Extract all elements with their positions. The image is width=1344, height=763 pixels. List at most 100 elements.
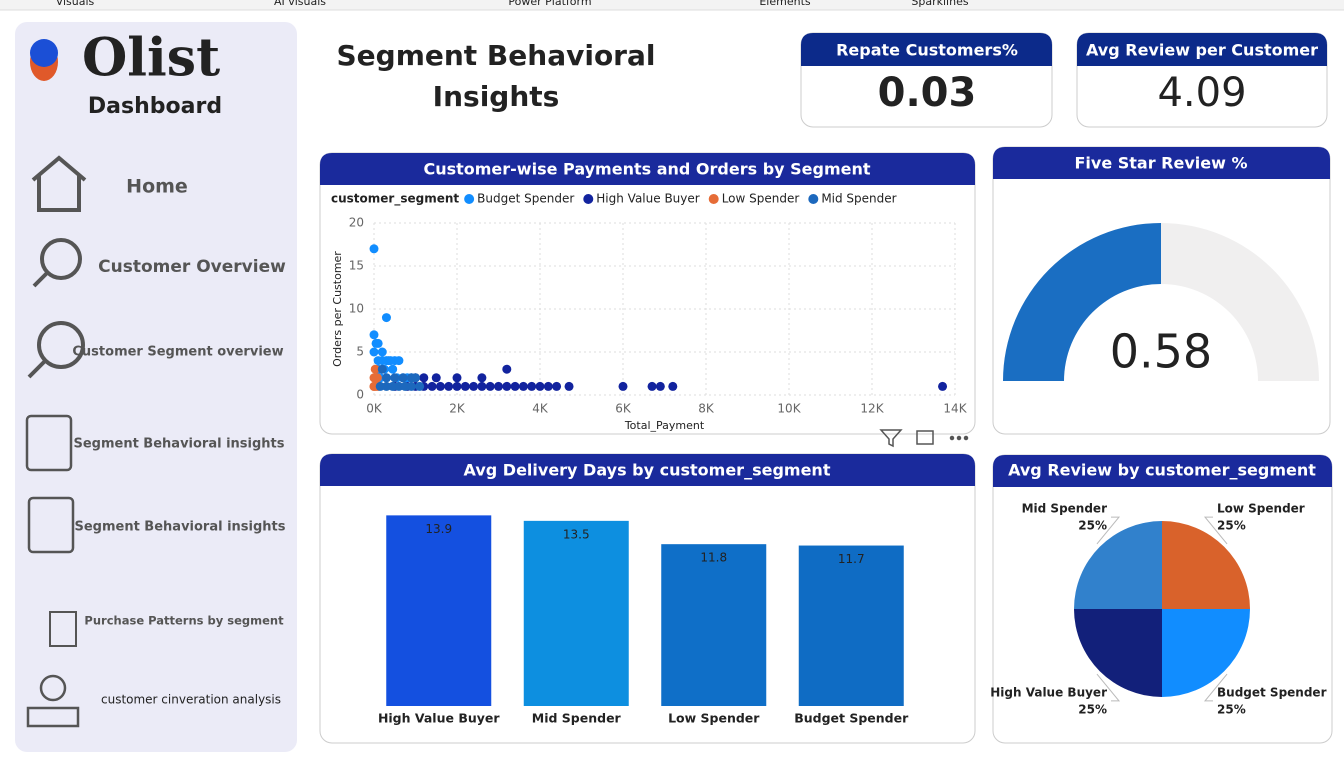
bar: [661, 544, 767, 706]
scatter-point: [369, 330, 379, 340]
legend-swatch: [464, 194, 475, 204]
legend-swatch: [583, 194, 594, 204]
scatter-point: [502, 364, 512, 374]
logo-subtitle: Dashboard: [88, 94, 222, 119]
kpi-title: Repate Customers%: [836, 41, 1018, 60]
y-tick-label: 20: [349, 216, 364, 230]
bar-value-label: 13.5: [563, 527, 590, 541]
ribbon-label[interactable]: Power Platform: [508, 0, 591, 8]
visual-toolbar: [879, 429, 969, 448]
focus-icon[interactable]: [916, 430, 934, 445]
more-icon[interactable]: [956, 435, 962, 441]
kpi-header: [801, 33, 1052, 66]
kpi-value: 0.03: [878, 70, 977, 116]
y-tick-label: 15: [349, 259, 364, 273]
pie-slice: [1162, 521, 1250, 609]
pie-value-label: 25%: [1078, 519, 1107, 533]
bar: [386, 515, 492, 706]
scatter-point: [419, 373, 429, 383]
x-tick-label: 2K: [449, 402, 466, 416]
home-icon: [31, 155, 87, 212]
calculator-icon: [49, 611, 77, 647]
panel-title: Avg Delivery Days by customer_segment: [464, 461, 831, 480]
pie-value-label: 25%: [1217, 519, 1246, 533]
leader-line: [1203, 673, 1228, 702]
scatter-point: [381, 373, 391, 383]
search-icon: [40, 238, 82, 280]
ribbon-label[interactable]: Sparklines: [911, 0, 968, 8]
ribbon-label[interactable]: Visuals: [56, 0, 95, 8]
nav-item[interactable]: Customer Overview: [98, 257, 286, 277]
pie-slice: [1162, 609, 1250, 697]
legend-label: Budget Spender: [477, 192, 574, 206]
ribbon-label[interactable]: Elements: [759, 0, 811, 8]
scatter-point: [370, 364, 380, 374]
scatter-point: [375, 381, 385, 391]
scatter-point: [485, 381, 495, 391]
filter-icon[interactable]: [879, 429, 903, 448]
x-tick-label: 6K: [615, 402, 632, 416]
x-tick-label: 10K: [777, 402, 801, 416]
clipboard-icon: [27, 496, 75, 554]
x-axis-label: Total_Payment: [624, 419, 705, 432]
pie-label: High Value Buyer: [990, 685, 1107, 699]
scatter-point: [543, 381, 553, 391]
gauge-fill: [1003, 223, 1161, 381]
scatter-point: [415, 381, 425, 391]
more-icon[interactable]: [963, 435, 969, 441]
y-tick-label: 10: [349, 302, 364, 316]
scatter-point: [377, 364, 387, 374]
legend-label: Low Spender: [722, 192, 800, 206]
nav-item[interactable]: Customer Segment overview: [72, 345, 283, 360]
pie-label: Mid Spender: [1022, 502, 1107, 516]
logo-mark: [30, 39, 58, 67]
scatter-point: [400, 381, 410, 391]
panel-header: [993, 147, 1330, 179]
pie-value-label: 25%: [1217, 702, 1246, 716]
scatter-point: [394, 381, 404, 391]
client-icon: [26, 706, 80, 728]
scatter-point: [460, 381, 470, 391]
scatter-point: [431, 373, 441, 383]
ribbon-labels: Visuals AI visuals Power Platform Elemen…: [56, 0, 969, 8]
bar-value-label: 11.8: [700, 551, 727, 565]
scatter-point: [518, 381, 528, 391]
pie-label: Low Spender: [1217, 502, 1305, 516]
nav-item[interactable]: Home: [126, 176, 188, 198]
bar: [798, 545, 904, 706]
search-icon: [32, 271, 49, 288]
scatter-point: [469, 381, 479, 391]
scatter-point: [494, 381, 503, 391]
y-tick-label: 0: [356, 388, 364, 402]
ribbon-label[interactable]: AI visuals: [274, 0, 326, 8]
scatter-point: [369, 244, 379, 254]
scatter-point: [373, 338, 383, 348]
kpi-title: Avg Review per Customer: [1086, 41, 1318, 60]
legend-swatch: [808, 194, 819, 204]
scatter-point: [381, 381, 391, 391]
scatter-point: [372, 373, 382, 383]
panel-title: Avg Review by customer_segment: [1008, 461, 1316, 480]
x-tick-label: 8K: [698, 402, 715, 416]
page-title: Insights: [433, 80, 560, 113]
x-tick-label: 14K: [943, 402, 967, 416]
scatter-point: [535, 381, 545, 391]
client-icon: [39, 674, 67, 702]
panel-title: Five Star Review %: [1074, 154, 1247, 173]
panel-header: [320, 454, 975, 486]
more-icon[interactable]: [949, 435, 955, 441]
logo-text: Olist: [82, 28, 220, 89]
nav-item[interactable]: Segment Behavioral insights: [73, 437, 284, 452]
nav-item[interactable]: Purchase Patterns by segment: [84, 614, 284, 628]
panel-header: [320, 153, 975, 185]
scatter-point: [435, 381, 445, 391]
nav-item[interactable]: Segment Behavioral insights: [74, 520, 285, 535]
panel-header: [993, 455, 1332, 487]
leader-line: [1096, 673, 1121, 702]
x-tick-label: High Value Buyer: [378, 711, 500, 726]
gauge-value: 0.58: [1110, 325, 1212, 379]
scatter-point: [452, 373, 462, 383]
nav-item[interactable]: customer cinveration analysis: [101, 693, 281, 707]
